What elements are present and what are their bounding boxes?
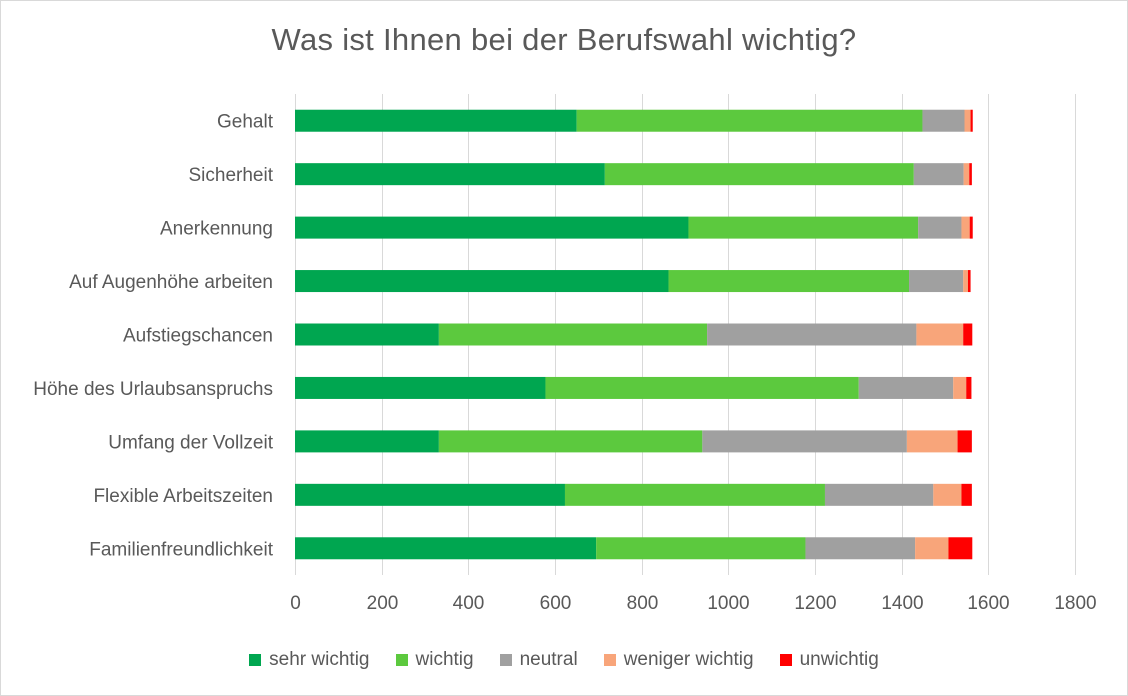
legend-swatch <box>779 654 792 666</box>
category-label: Anerkennung <box>160 219 273 240</box>
category-label: Auf Augenhöhe arbeiten <box>69 272 273 293</box>
bar-segment <box>295 163 605 186</box>
bar-segment <box>918 216 962 239</box>
bar-segment <box>702 430 907 453</box>
bar-segment <box>295 109 577 132</box>
x-tick-label: 600 <box>540 593 572 614</box>
x-tick-label: 1600 <box>967 593 1009 614</box>
bar-segment <box>913 163 964 186</box>
bar-segment <box>858 376 954 399</box>
legend-item: unwichtig <box>779 649 879 671</box>
bar-segment <box>564 483 825 506</box>
x-tick-label: 400 <box>453 593 485 614</box>
bar-segment <box>969 163 972 186</box>
bar-segment <box>906 430 958 453</box>
bar-segment <box>707 323 917 346</box>
chart-title: Was ist Ihnen bei der Berufswahl wichtig… <box>271 22 857 57</box>
bar-segment <box>953 376 967 399</box>
legend-swatch <box>603 654 616 666</box>
category-label: Sicherheit <box>189 165 274 186</box>
category-label: Flexible Arbeitszeiten <box>93 486 273 507</box>
bar-segment <box>916 323 964 346</box>
legend-swatch <box>499 654 512 666</box>
bar-segment <box>933 483 962 506</box>
x-tick-label: 0 <box>290 593 301 614</box>
category-label: Gehalt <box>217 112 274 133</box>
bar-segment <box>967 270 971 293</box>
legend-item: weniger wichtig <box>603 649 754 671</box>
bar-segment <box>596 537 806 560</box>
bar-segment <box>948 537 973 560</box>
legend-swatch <box>249 654 262 666</box>
bar-segment <box>604 163 914 186</box>
x-tick-label: 1000 <box>707 593 749 614</box>
category-label: Umfang der Vollzeit <box>108 432 273 453</box>
legend-label: sehr wichtig <box>269 649 370 670</box>
category-label: Höhe des Urlaubsanspruchs <box>33 379 273 400</box>
legend-item: sehr wichtig <box>249 649 370 671</box>
bar-segment <box>295 430 439 453</box>
bar-segment <box>963 270 968 293</box>
bar-segment <box>824 483 934 506</box>
bar-segment <box>957 430 972 453</box>
bar-segment <box>970 109 973 132</box>
bar-segment <box>964 109 971 132</box>
bar-segment <box>295 216 689 239</box>
bar-segment <box>963 163 970 186</box>
bar-segment <box>295 270 669 293</box>
bar-segment <box>969 216 973 239</box>
legend-label: wichtig <box>415 649 474 670</box>
bar-segment <box>909 270 964 293</box>
legend-item: neutral <box>499 649 578 671</box>
bar-segment <box>688 216 919 239</box>
chart-legend: sehr wichtig wichtig neutral weniger wichti… <box>0 646 1128 674</box>
bar-segment <box>961 483 972 506</box>
legend-swatch <box>395 654 408 666</box>
legend-item: wichtig <box>395 649 474 671</box>
bar-segment <box>438 430 703 453</box>
bar-segment <box>438 323 708 346</box>
legend-label: unwichtig <box>799 649 879 670</box>
category-label: Aufstiegschancen <box>123 326 273 347</box>
bar-segment <box>295 483 565 506</box>
legend-label: neutral <box>519 649 578 670</box>
x-tick-label: 200 <box>367 593 399 614</box>
bar-segment <box>805 537 916 560</box>
x-tick-label: 1800 <box>1054 593 1096 614</box>
bar-segment <box>295 537 597 560</box>
bar-segment <box>545 376 859 399</box>
x-tick-label: 1400 <box>881 593 923 614</box>
category-label: Familienfreundlichkeit <box>89 539 273 560</box>
bar-segment <box>961 216 970 239</box>
bar-segment <box>295 376 546 399</box>
bar-segment <box>922 109 965 132</box>
bar-segment <box>966 376 972 399</box>
bar-segment <box>963 323 973 346</box>
x-tick-label: 1200 <box>794 593 836 614</box>
bar-segment <box>576 109 923 132</box>
bar-segment <box>915 537 949 560</box>
bar-segment <box>668 270 910 293</box>
legend-label: weniger wichtig <box>623 649 754 670</box>
x-tick-label: 800 <box>627 593 659 614</box>
bar-segment <box>295 323 439 346</box>
